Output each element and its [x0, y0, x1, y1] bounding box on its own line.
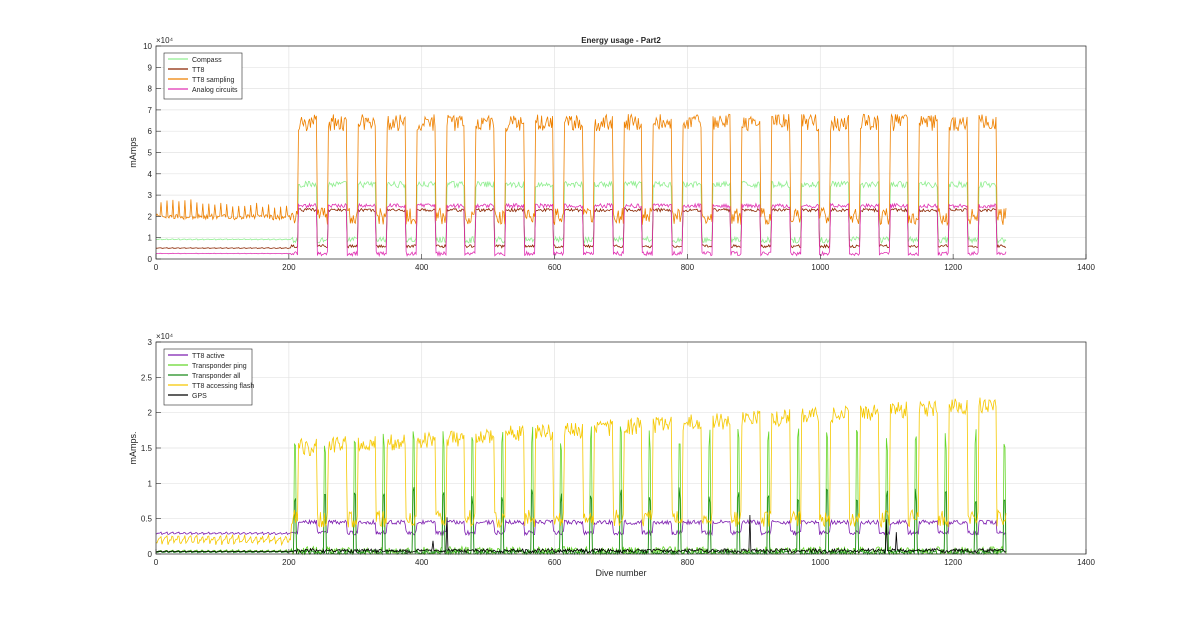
legend[interactable]: TT8 active Transponder ping Transponder al…	[163, 348, 254, 406]
legend-box	[163, 52, 243, 100]
series-group	[155, 113, 1007, 258]
x-ticks: 0 200 400 600 800 1000 1200 1400	[154, 549, 1095, 567]
y-tick-label: 9	[148, 63, 153, 72]
x-tick-label: 800	[681, 263, 695, 272]
y-tick-label: 0	[148, 255, 153, 264]
y-tick-label: 10	[143, 42, 152, 51]
series-line-tt8-sampling	[155, 113, 1007, 227]
series-line-analog-circuits	[156, 202, 1007, 258]
y-tick-label: 0.5	[141, 515, 153, 524]
series-line-gps	[155, 514, 1007, 555]
y-axis-label: mAmps.	[128, 431, 138, 464]
energy-usage-axes: 0 200 400 600 800 1000 1200 1400 0 1 2 3 4 5 6 7 8 9 10 ×10…	[128, 36, 1095, 272]
y-tick-label: 2	[148, 409, 153, 418]
legend-entry: Analog circuits	[192, 87, 238, 94]
x-tick-label: 600	[548, 263, 562, 272]
y-tick-label: 6	[148, 127, 153, 136]
instrument-usage-axes: 0 200 400 600 800 1000 1200 1400 0 0.5 1 1.5 2 2.5 3×1…	[128, 332, 1095, 578]
legend-entry: Compass	[192, 57, 222, 64]
y-ticks: 0 1 2 3 4 5 6 7 8 9 10	[143, 42, 161, 264]
x-tick-label: 1200	[944, 263, 962, 272]
y-tick-label: 0	[148, 550, 153, 559]
x-tick-label: 0	[154, 263, 159, 272]
y-tick-label: 3	[148, 338, 153, 347]
x-tick-label: 400	[415, 558, 429, 567]
y-tick-label: 1.5	[141, 444, 153, 453]
legend-entry: Transponder ping	[192, 363, 247, 370]
x-tick-label: 200	[282, 558, 296, 567]
x-tick-label: 1200	[944, 558, 962, 567]
y-tick-label: 3	[148, 191, 153, 200]
y-multiplier: ×10⁴	[156, 36, 174, 45]
legend-entry: Transponder all	[192, 373, 241, 380]
legend-entry: TT8	[192, 67, 205, 74]
legend-entry: TT8 accessing flash	[192, 383, 254, 390]
x-tick-label: 800	[681, 558, 695, 567]
x-tick-label: 400	[415, 263, 429, 272]
y-tick-label: 2	[148, 212, 153, 221]
y-tick-label: 1	[148, 234, 153, 243]
x-tick-label: 1400	[1077, 558, 1095, 567]
x-tick-label: 1000	[811, 558, 829, 567]
y-tick-label: 7	[148, 106, 153, 115]
x-tick-label: 200	[282, 263, 296, 272]
legend-entry: TT8 sampling	[192, 77, 235, 84]
legend-entry: GPS	[192, 393, 207, 400]
x-tick-label: 1000	[811, 263, 829, 272]
chart-title: Energy usage - Part2	[581, 36, 661, 45]
y-ticks: 0 0.5 1 1.5 2 2.5 3	[141, 338, 161, 559]
y-tick-label: 1	[148, 479, 153, 488]
y-tick-label: 8	[148, 85, 153, 94]
y-tick-label: 2.5	[141, 373, 153, 382]
y-tick-label: 5	[148, 149, 153, 158]
x-ticks: 0 200 400 600 800 1000 1200 1400	[154, 254, 1095, 272]
legend[interactable]: Compass TT8 TT8 sampling Analog circuits	[163, 52, 243, 100]
legend-box	[163, 348, 253, 406]
series-line-tt8-accessing-flash	[155, 397, 1007, 547]
y-multiplier: ×10⁴	[156, 332, 174, 341]
legend-entry: TT8 active	[192, 353, 225, 360]
x-axis-label: Dive number	[595, 568, 646, 578]
x-tick-label: 1400	[1077, 263, 1095, 272]
y-tick-label: 4	[148, 170, 153, 179]
x-tick-label: 600	[548, 558, 562, 567]
y-axis-label: mAmps	[128, 137, 138, 168]
series-line-tt8-active	[155, 518, 1007, 537]
x-tick-label: 0	[154, 558, 159, 567]
